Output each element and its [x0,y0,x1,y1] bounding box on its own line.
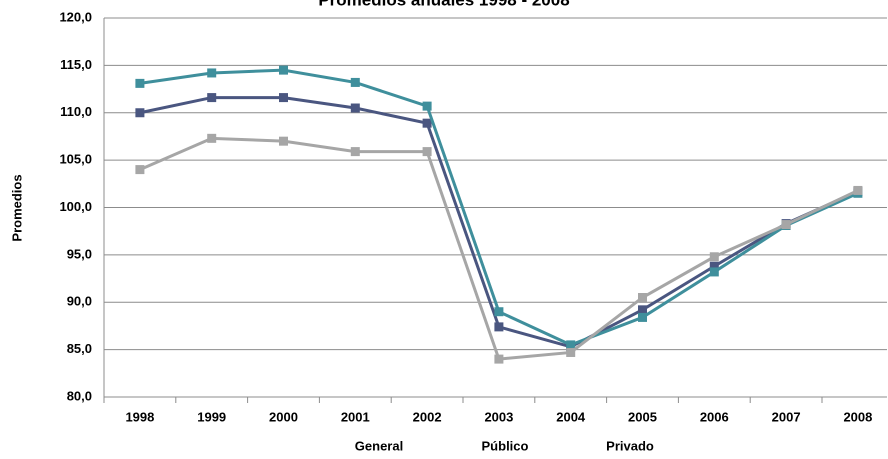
y-tick-label: 115,0 [60,57,92,72]
x-tick-label: 2004 [556,409,586,424]
y-axis-label: Promedios [9,174,24,241]
chart-title: Promedios anuales 1998 - 2008 [318,0,569,9]
point-marker [566,347,576,357]
point-marker [781,220,791,230]
x-tick-label: 2002 [413,409,442,424]
legend-label: Privado [606,438,654,453]
point-marker [350,77,360,87]
y-tick-label: 80,0 [67,388,92,403]
point-marker [207,93,217,103]
y-tick-label: 105,0 [59,152,92,167]
point-marker [422,101,432,111]
legend-label: General [355,438,403,453]
y-tick-label: 85,0 [67,341,92,356]
point-marker [350,147,360,157]
point-marker [494,307,504,317]
point-marker [207,68,217,78]
x-tick-label: 2005 [628,409,657,424]
point-marker [422,118,432,128]
x-tick-label: 2003 [484,409,513,424]
point-marker [279,93,288,103]
y-tick-label: 90,0 [67,294,92,309]
x-tick-label: 2008 [843,409,872,424]
point-marker [638,312,647,322]
point-marker [709,252,719,262]
y-tick-label: 120,0 [59,9,92,24]
point-marker [709,267,719,277]
legend-label: Público [482,438,529,453]
point-marker [422,147,432,157]
x-tick-label: 2000 [269,409,298,424]
point-marker [709,261,719,271]
y-tick-label: 95,0 [67,246,92,261]
point-marker [279,136,288,146]
point-marker [494,322,504,332]
point-marker [279,65,288,75]
y-tick-label: 110,0 [60,104,92,119]
point-marker [638,305,647,315]
x-tick-label: 1998 [125,409,154,424]
point-marker [566,340,576,350]
point-marker [207,133,217,143]
point-marker [135,78,145,88]
point-marker [853,185,863,195]
point-marker [494,354,504,364]
x-tick-label: 2006 [700,409,729,424]
x-tick-label: 2007 [772,409,801,424]
y-tick-label: 100,0 [59,199,92,214]
point-marker [638,293,647,303]
x-tick-label: 1999 [197,409,226,424]
point-marker [350,103,360,113]
x-tick-label: 2001 [341,409,370,424]
point-marker [135,108,145,118]
point-marker [135,165,145,175]
